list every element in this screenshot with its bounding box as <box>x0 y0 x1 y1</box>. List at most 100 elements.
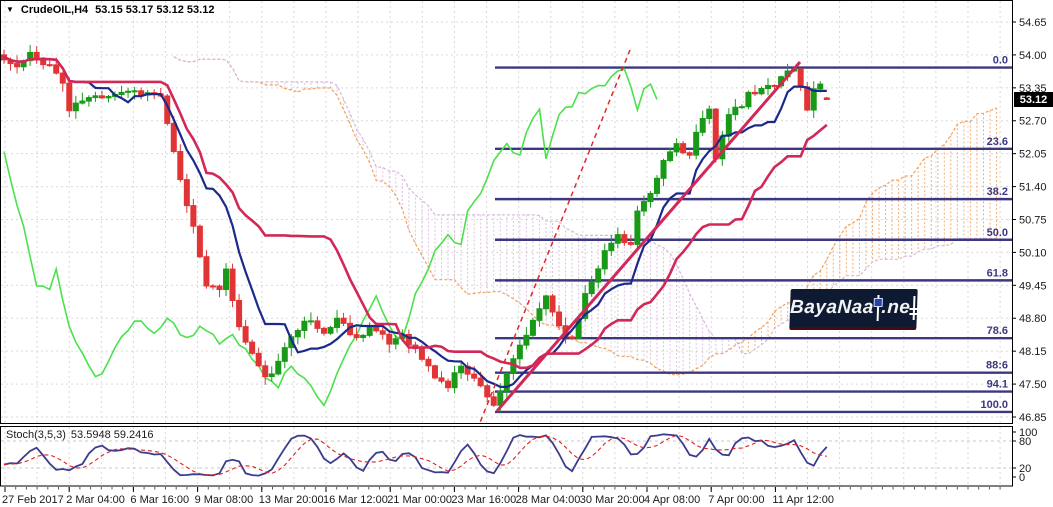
candle-body <box>647 192 654 203</box>
fib-level-label: 88:6 <box>986 360 1008 372</box>
fib-level-label: 61.8 <box>987 267 1008 279</box>
candle-body <box>765 84 772 90</box>
candle-body <box>431 365 438 379</box>
candle-body <box>621 234 628 244</box>
candle-body <box>673 143 680 153</box>
candle-body <box>177 150 184 181</box>
candle-body <box>249 341 256 354</box>
candle-body <box>614 234 621 244</box>
candle-body <box>601 250 608 270</box>
fib-retracement: 0.0 23.6 38.2 50.0 61.8 78.6 88:6 94.1 100.0 <box>495 55 1012 414</box>
stoch-tick-label: 100 <box>1019 427 1037 439</box>
candle-body <box>751 91 758 95</box>
candle-body <box>523 334 530 346</box>
watermark-text-right: .ne <box>881 297 911 318</box>
candle-body <box>516 344 523 360</box>
candle-body <box>59 72 66 84</box>
candle-body <box>53 64 60 74</box>
fib-level-label: 78.6 <box>987 325 1008 337</box>
time-axis[interactable]: 27 Feb 2017 2 Mar 04:00 6 Mar 16:00 9 Mar 0… <box>2 487 1001 506</box>
indicator-label: Stoch(3,5,3) 53.5948 59.2416 <box>6 429 154 441</box>
time-tick-label: 27 Feb 2017 <box>2 494 64 506</box>
candle-body <box>314 320 321 329</box>
solid-trendline <box>495 61 802 412</box>
time-tick-label: 30 Mar 20:00 <box>580 494 645 506</box>
candle-body <box>640 201 647 212</box>
candle-body <box>196 225 203 258</box>
candle-body <box>660 160 667 179</box>
time-tick-label: 6 Mar 16:00 <box>130 494 189 506</box>
price-axis[interactable]: 54.65 54.00 53.35 52.70 52.05 51.40 50.75 50.10… <box>1012 17 1047 484</box>
candle-body <box>379 330 386 335</box>
grid <box>1 1 1012 486</box>
candle-body <box>98 95 105 99</box>
candle-body <box>771 84 778 87</box>
candle-body <box>229 268 236 301</box>
indicator-values: 53.5948 59.2416 <box>70 429 154 441</box>
kijun-line <box>3 55 828 370</box>
candle-body <box>27 51 34 62</box>
price-tick-label: 49.45 <box>1019 280 1047 292</box>
candle-body <box>183 179 190 207</box>
candle-body <box>536 308 543 321</box>
candle-body <box>360 334 367 338</box>
time-tick-label: 2 Mar 04:00 <box>66 494 125 506</box>
candle-body <box>699 118 706 133</box>
candle-body <box>85 97 92 102</box>
candle-body <box>529 319 536 336</box>
time-tick-label: 13 Mar 20:00 <box>259 494 324 506</box>
candle-body <box>418 348 425 360</box>
candle-body <box>268 373 275 378</box>
watermark-text-left: BayaNaa <box>789 297 875 318</box>
candle-body <box>745 91 752 108</box>
candle-body <box>125 90 132 93</box>
price-tick-label: 50.75 <box>1019 214 1047 226</box>
price-tick-label: 48.15 <box>1019 346 1047 358</box>
candle-body <box>131 90 138 93</box>
price-tick-label: 47.50 <box>1019 379 1047 391</box>
candle-body <box>334 317 341 328</box>
candle-body <box>366 325 373 336</box>
candle-body <box>281 347 288 362</box>
candle-body <box>301 320 308 331</box>
candle-body <box>79 100 86 104</box>
candle-body <box>667 151 674 162</box>
candle-body <box>66 82 73 112</box>
candle-body <box>693 131 700 156</box>
candle-body <box>634 210 641 245</box>
candle-body <box>320 327 327 334</box>
candle-body <box>170 122 177 152</box>
chikou-line <box>3 68 658 407</box>
candle-body <box>392 338 399 345</box>
stoch-d-line <box>3 434 827 476</box>
candle-body <box>405 333 412 346</box>
price-tick-label: 46.85 <box>1019 412 1047 424</box>
panel-borders <box>0 0 1013 487</box>
fib-level-label: 38.2 <box>987 186 1008 198</box>
candle-body <box>686 152 693 156</box>
time-tick-label: 4 Apr 08:00 <box>644 494 700 506</box>
candle-body <box>386 333 393 345</box>
candle-body <box>654 177 660 194</box>
time-tick-label: 9 Mar 08:00 <box>195 494 254 506</box>
candle-body <box>503 372 510 392</box>
candle-body <box>706 108 713 120</box>
candle-body <box>275 360 282 375</box>
candle-body <box>118 91 125 95</box>
candle-body <box>608 242 615 252</box>
ohlc-values: 53.15 53.17 53.12 53.12 <box>95 4 215 16</box>
price-tick-label: 52.05 <box>1019 149 1047 161</box>
candle-body <box>445 380 452 389</box>
stoch-tick-label: 20 <box>1019 463 1031 475</box>
symbol-dropdown-icon[interactable]: ▼ <box>6 5 14 14</box>
time-tick-label: 11 Apr 12:00 <box>772 494 834 506</box>
candle-body <box>14 63 21 68</box>
symbol-name: CrudeOIL,H4 <box>20 4 89 16</box>
candle-body <box>92 95 99 99</box>
fib-level-label: 0.0 <box>993 55 1008 67</box>
candle-body <box>236 299 243 328</box>
candle-body <box>262 365 269 378</box>
price-tick-label: 54.00 <box>1019 50 1047 62</box>
stochastic <box>3 433 828 477</box>
